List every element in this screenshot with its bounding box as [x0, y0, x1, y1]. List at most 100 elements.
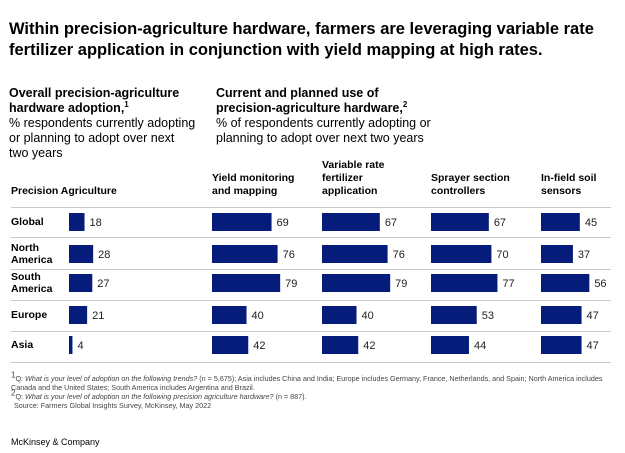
column-header-line: and mapping — [212, 185, 278, 197]
footnote-2: 2Q: What is your level of adoption on th… — [11, 388, 621, 401]
footnote-1-label: Q: — [15, 374, 24, 383]
bar-precision-agriculture-asia — [69, 336, 73, 354]
footnote-1-ref: 1 — [11, 370, 16, 380]
column-header-line: In-field soil — [541, 172, 597, 184]
value-label-sprayer-section-controllers-south-america: 77 — [502, 278, 514, 290]
bar-variable-rate-fertilizer-application-north-america — [322, 245, 388, 263]
value-label-precision-agriculture-europe: 21 — [92, 310, 104, 322]
bar-in-field-soil-sensors-north-america — [541, 245, 573, 263]
column-header-line: Sprayer section — [431, 172, 510, 184]
value-label-yield-monitoring-and-mapping-europe: 40 — [252, 310, 264, 322]
right-footnote-ref: 2 — [402, 99, 408, 109]
right-section-subtitle: % of respondents currently adopting or p… — [216, 116, 431, 145]
right-section-title: Current and planned use of precision-agr… — [216, 86, 416, 116]
column-header-variable-rate-fertilizer-application: Variable rate fertilizer application — [322, 159, 384, 198]
value-label-variable-rate-fertilizer-application-europe: 40 — [362, 310, 374, 322]
chart-title: Within precision-agriculture hardware, f… — [9, 20, 594, 59]
value-label-yield-monitoring-and-mapping-north-america: 76 — [283, 249, 295, 261]
left-section-title: Overall precision-agriculture hardware a… — [9, 86, 209, 116]
row-label-line: Europe — [11, 309, 48, 321]
bar-yield-monitoring-and-mapping-europe — [212, 306, 247, 324]
bar-precision-agriculture-north-america — [69, 245, 94, 263]
value-label-sprayer-section-controllers-asia: 44 — [474, 340, 486, 352]
bar-in-field-soil-sensors-asia — [541, 336, 582, 354]
column-header-yield-monitoring-and-mapping: Yield monitoring and mapping — [212, 172, 294, 198]
row-label-north-america: North America — [11, 242, 52, 266]
row-separator — [11, 237, 611, 238]
value-label-variable-rate-fertilizer-application-north-america: 76 — [393, 249, 405, 261]
value-label-sprayer-section-controllers-north-america: 70 — [496, 249, 508, 261]
bar-sprayer-section-controllers-north-america — [431, 245, 492, 263]
value-label-sprayer-section-controllers-global: 67 — [494, 217, 506, 229]
bar-yield-monitoring-and-mapping-north-america — [212, 245, 278, 263]
footnote-2-text: (n = 887). — [275, 392, 307, 401]
column-header-line: Yield monitoring — [212, 172, 295, 184]
bar-in-field-soil-sensors-global — [541, 213, 580, 231]
right-section-title-text: Current and planned use of precision-agr… — [216, 86, 403, 115]
value-label-variable-rate-fertilizer-application-south-america: 79 — [395, 278, 407, 290]
value-label-in-field-soil-sensors-south-america: 56 — [594, 278, 606, 290]
brand-logo-text: McKinsey & Company — [11, 437, 100, 447]
bar-precision-agriculture-global — [69, 213, 85, 231]
row-label-line: Global — [11, 216, 44, 228]
column-header-line: application — [322, 185, 378, 197]
value-label-variable-rate-fertilizer-application-asia: 42 — [363, 340, 375, 352]
column-header-line: Variable rate — [322, 159, 385, 171]
bar-variable-rate-fertilizer-application-europe — [322, 306, 357, 324]
row-label-line: America — [11, 283, 53, 295]
row-separator — [11, 207, 611, 208]
left-section-title-text: Overall precision-agriculture hardware a… — [9, 86, 180, 115]
bar-precision-agriculture-south-america — [69, 274, 93, 292]
footnote-1: 1Q: What is your level of adoption on th… — [11, 370, 621, 392]
bar-yield-monitoring-and-mapping-global — [212, 213, 272, 231]
left-section-subtitle: % respondents currently adopting or plan… — [9, 116, 196, 160]
row-separator — [11, 362, 611, 363]
bar-variable-rate-fertilizer-application-global — [322, 213, 380, 231]
column-header-precision-agriculture: Precision Agriculture — [11, 185, 117, 198]
row-label-line: Asia — [11, 339, 34, 351]
value-label-yield-monitoring-and-mapping-south-america: 79 — [285, 278, 297, 290]
bar-sprayer-section-controllers-asia — [431, 336, 469, 354]
row-separator — [11, 269, 611, 270]
row-separator — [11, 300, 611, 301]
value-label-in-field-soil-sensors-asia: 47 — [587, 340, 599, 352]
bar-sprayer-section-controllers-south-america — [431, 274, 498, 292]
column-header-line: controllers — [431, 185, 486, 197]
value-label-in-field-soil-sensors-europe: 47 — [587, 310, 599, 322]
bar-precision-agriculture-europe — [69, 306, 88, 324]
row-label-europe: Europe — [11, 309, 47, 321]
value-label-precision-agriculture-asia: 4 — [77, 340, 83, 352]
bar-yield-monitoring-and-mapping-asia — [212, 336, 249, 354]
footnotes: 1Q: What is your level of adoption on th… — [11, 370, 621, 410]
column-header-sprayer-section-controllers: Sprayer section controllers — [431, 172, 510, 198]
footnote-2-label: Q: — [15, 392, 24, 401]
column-header-line: sensors — [541, 185, 582, 197]
column-header-line: Precision Agriculture — [11, 185, 117, 197]
footnote-2-question: What is your level of adoption on the fo… — [25, 392, 274, 401]
value-label-yield-monitoring-and-mapping-asia: 42 — [253, 340, 265, 352]
value-label-precision-agriculture-global: 18 — [90, 217, 102, 229]
bar-chart: 18 28 27 21 4 69 76 79 40 42 67 76 79 40 42 67 70 77 53 44 4… — [69, 213, 607, 354]
row-label-south-america: South America — [11, 271, 52, 295]
value-label-in-field-soil-sensors-north-america: 37 — [578, 249, 590, 261]
left-footnote-ref: 1 — [124, 99, 129, 109]
row-separator — [11, 331, 611, 332]
row-label-line: North — [11, 242, 39, 254]
bar-sprayer-section-controllers-global — [431, 213, 489, 231]
footnote-2-ref: 2 — [11, 388, 16, 398]
value-label-yield-monitoring-and-mapping-global: 69 — [277, 217, 289, 229]
bar-in-field-soil-sensors-south-america — [541, 274, 590, 292]
row-label-line: South — [11, 271, 41, 283]
footnote-1-text: (n = 5,675); Asia includes China and Ind… — [11, 374, 603, 392]
value-label-in-field-soil-sensors-global: 45 — [585, 217, 597, 229]
value-label-precision-agriculture-north-america: 28 — [98, 249, 110, 261]
row-label-line: America — [11, 254, 53, 266]
footnote-1-question: What is your level of adoption on the fo… — [25, 374, 198, 383]
column-header-line: fertilizer — [322, 172, 363, 184]
value-label-variable-rate-fertilizer-application-global: 67 — [385, 217, 397, 229]
row-label-asia: Asia — [11, 339, 33, 351]
bar-sprayer-section-controllers-europe — [431, 306, 477, 324]
bar-variable-rate-fertilizer-application-south-america — [322, 274, 391, 292]
bar-yield-monitoring-and-mapping-south-america — [212, 274, 281, 292]
source-note: Source: Farmers Global Insights Survey, … — [14, 401, 212, 410]
